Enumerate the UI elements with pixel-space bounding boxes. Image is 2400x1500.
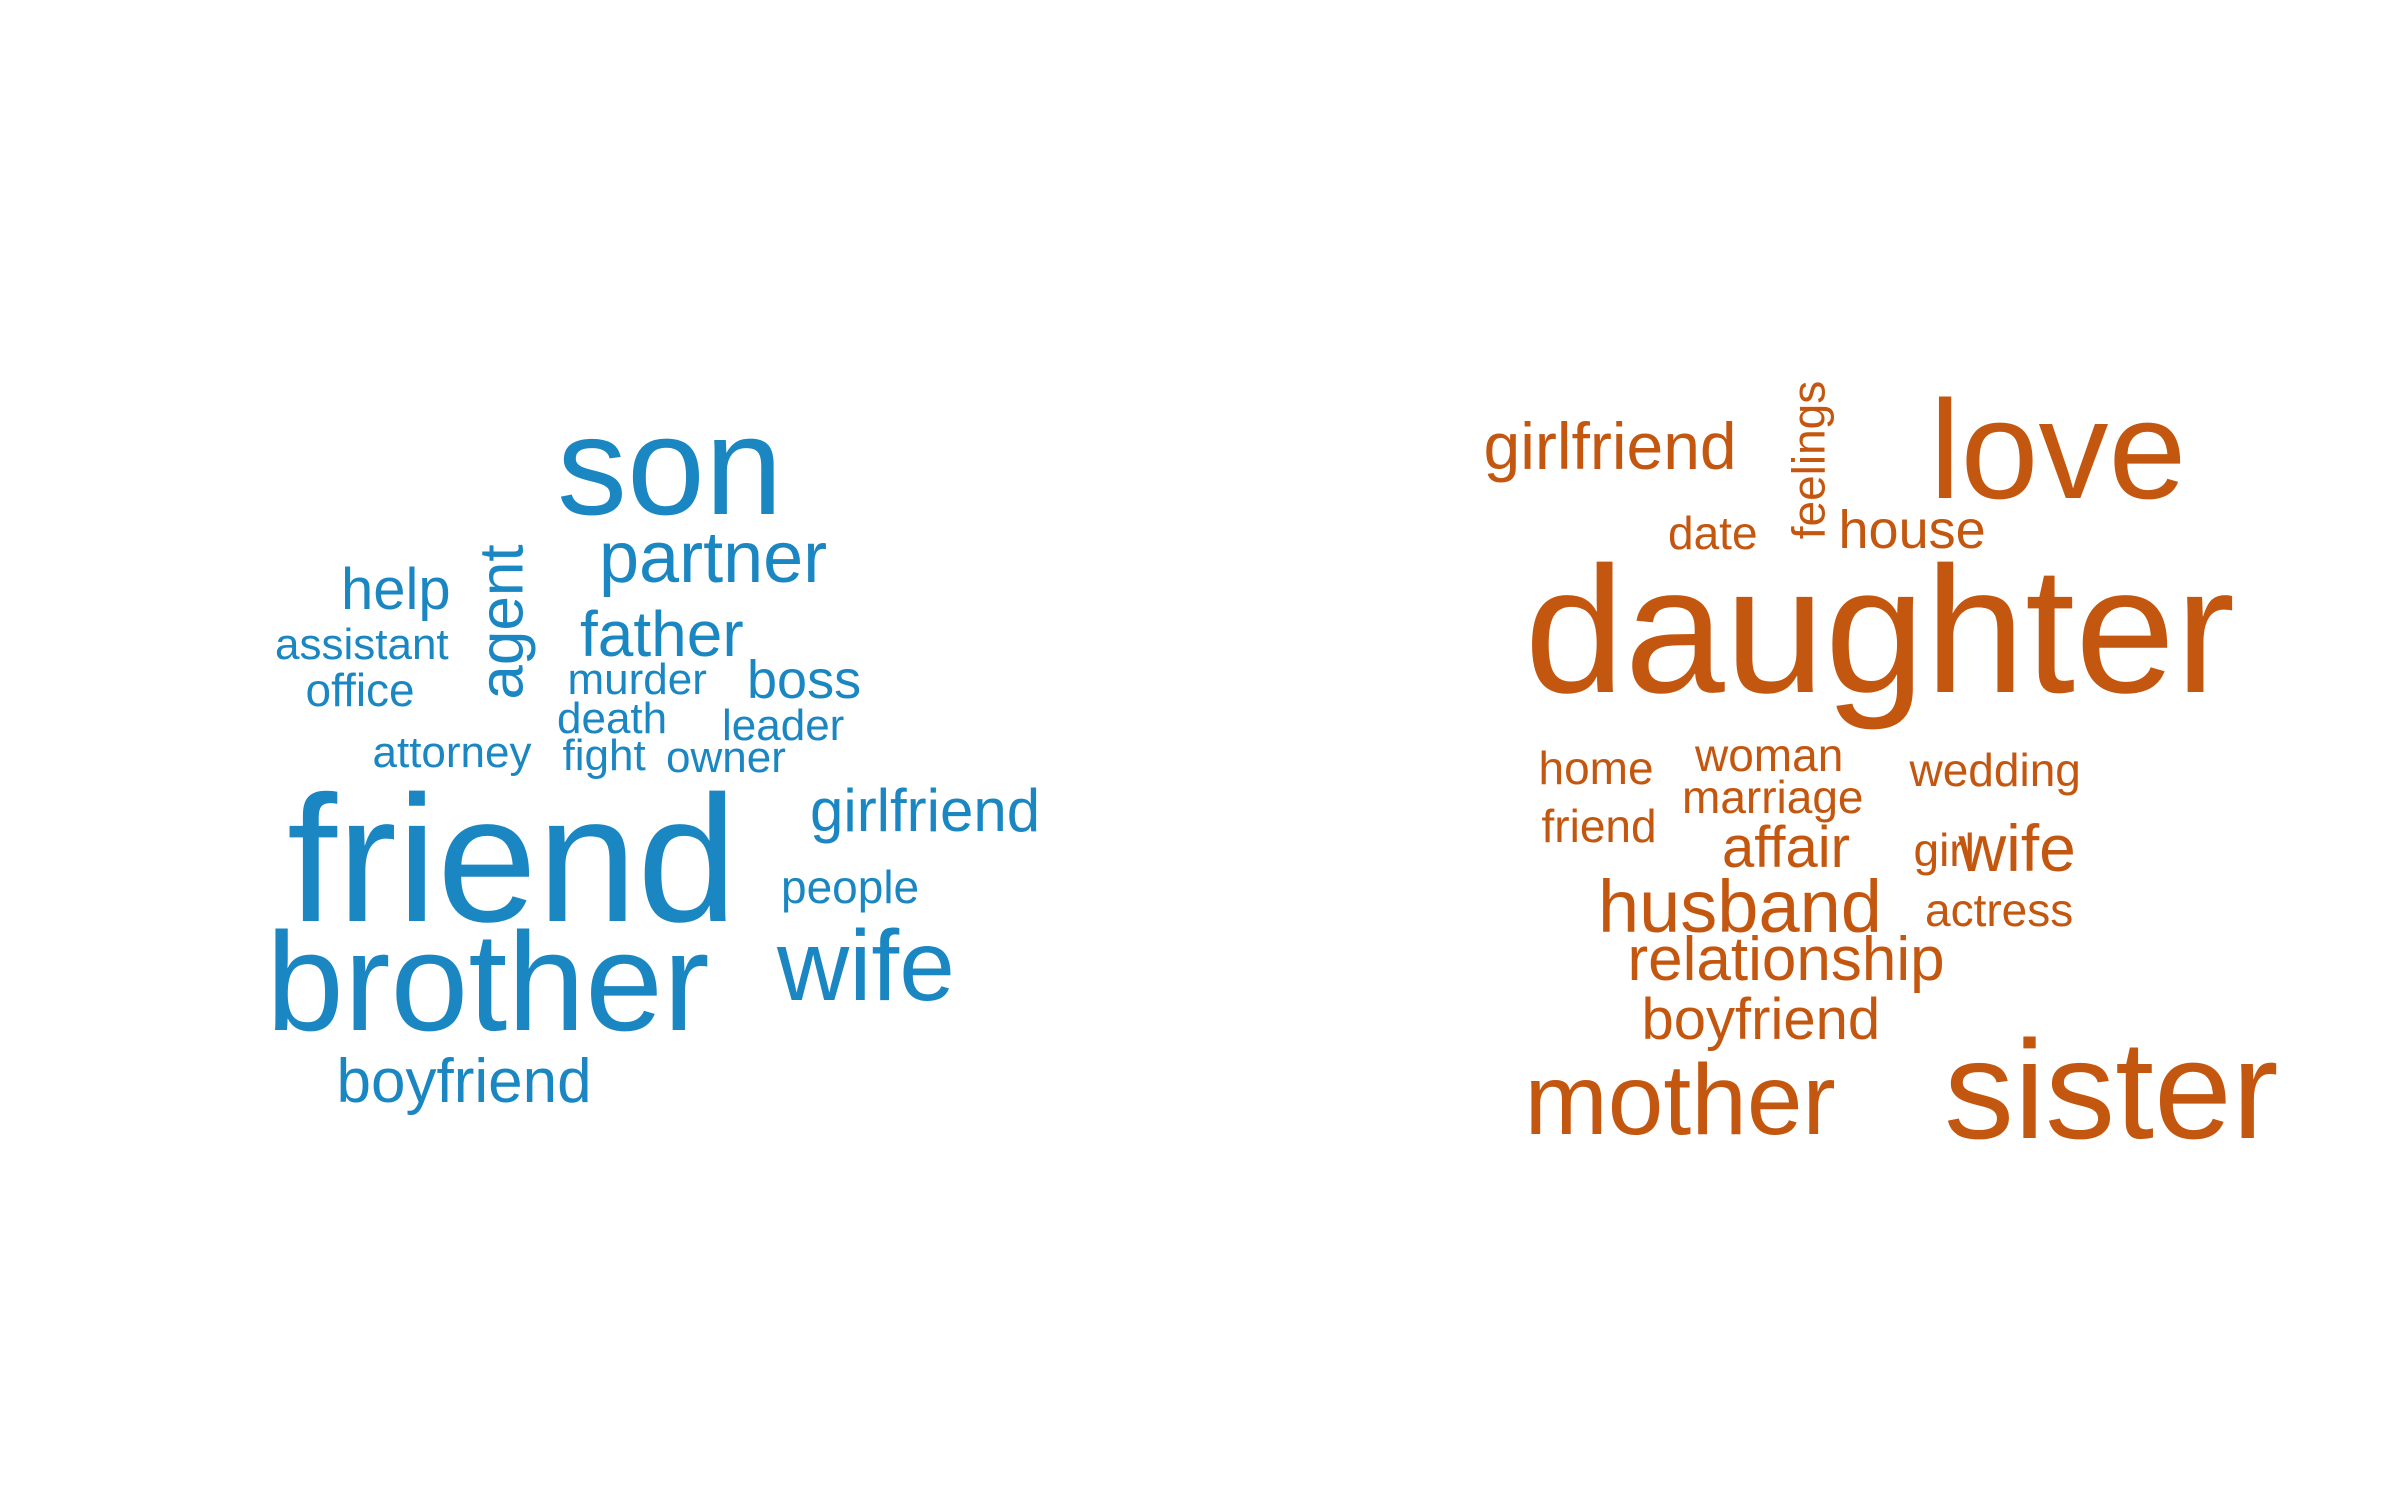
cloud-word-daughter: daughter	[1524, 530, 2236, 731]
cloud-word-husband: husband	[1598, 865, 1882, 948]
cloud-word-owner: owner	[666, 733, 786, 782]
cloud-word-relationship: relationship	[1627, 925, 1945, 994]
word-cloud-orange: girlfriend feelings love date house daughter h…	[1200, 0, 2400, 1500]
cloud-word-attorney: attorney	[372, 728, 532, 777]
cloud-word-wife: wife	[1958, 811, 2076, 885]
word-cloud-blue: son partner help agent assistant father office…	[266, 387, 1041, 1116]
cloud-word-girl: girl	[1913, 824, 1975, 876]
cloud-word-agent: agent	[467, 544, 537, 700]
cloud-word-love: love	[1929, 371, 2187, 528]
cloud-word-marriage: marriage	[1682, 771, 1864, 823]
cloud-word-sister: sister	[1944, 1011, 2279, 1168]
cloud-word-assistant: assistant	[275, 620, 449, 669]
cloud-word-affair: affair	[1722, 815, 1850, 880]
cloud-word-people: people	[781, 861, 920, 913]
cloud-word-father: father	[580, 598, 744, 670]
cloud-word-wife: wife	[777, 910, 955, 1022]
cloud-word-fight: fight	[562, 731, 646, 780]
cloud-word-boyfriend: boyfriend	[336, 1047, 592, 1116]
cloud-word-actress: actress	[1925, 884, 2074, 936]
cloud-word-girlfriend: girlfriend	[810, 777, 1041, 844]
cloud-word-boyfriend: boyfriend	[1641, 987, 1881, 1052]
cloud-word-brother: brother	[266, 903, 710, 1060]
cloud-word-feelings: feelings	[1781, 380, 1834, 540]
cloud-word-murder: murder	[567, 655, 707, 704]
cloud-word-office: office	[305, 664, 415, 716]
cloud-word-date: date	[1668, 507, 1758, 559]
cloud-word-woman: woman	[1695, 729, 1844, 781]
cloud-word-house: house	[1838, 500, 1986, 560]
cloud-word-partner: partner	[599, 518, 828, 598]
cloud-word-son: son	[557, 387, 783, 544]
cloud-word-boss: boss	[747, 650, 862, 710]
cloud-word-help: help	[341, 557, 451, 622]
cloud-word-friend: friend	[287, 759, 738, 960]
cloud-word-girlfriend: girlfriend	[1483, 409, 1737, 483]
cloud-word-wedding: wedding	[1909, 744, 2081, 796]
cloud-word-home: home	[1538, 742, 1654, 794]
cloud-word-leader: leader	[722, 701, 845, 750]
cloud-word-mother: mother	[1524, 1044, 1836, 1156]
cloud-word-friend: friend	[1541, 800, 1657, 852]
cloud-word-death: death	[557, 694, 668, 743]
